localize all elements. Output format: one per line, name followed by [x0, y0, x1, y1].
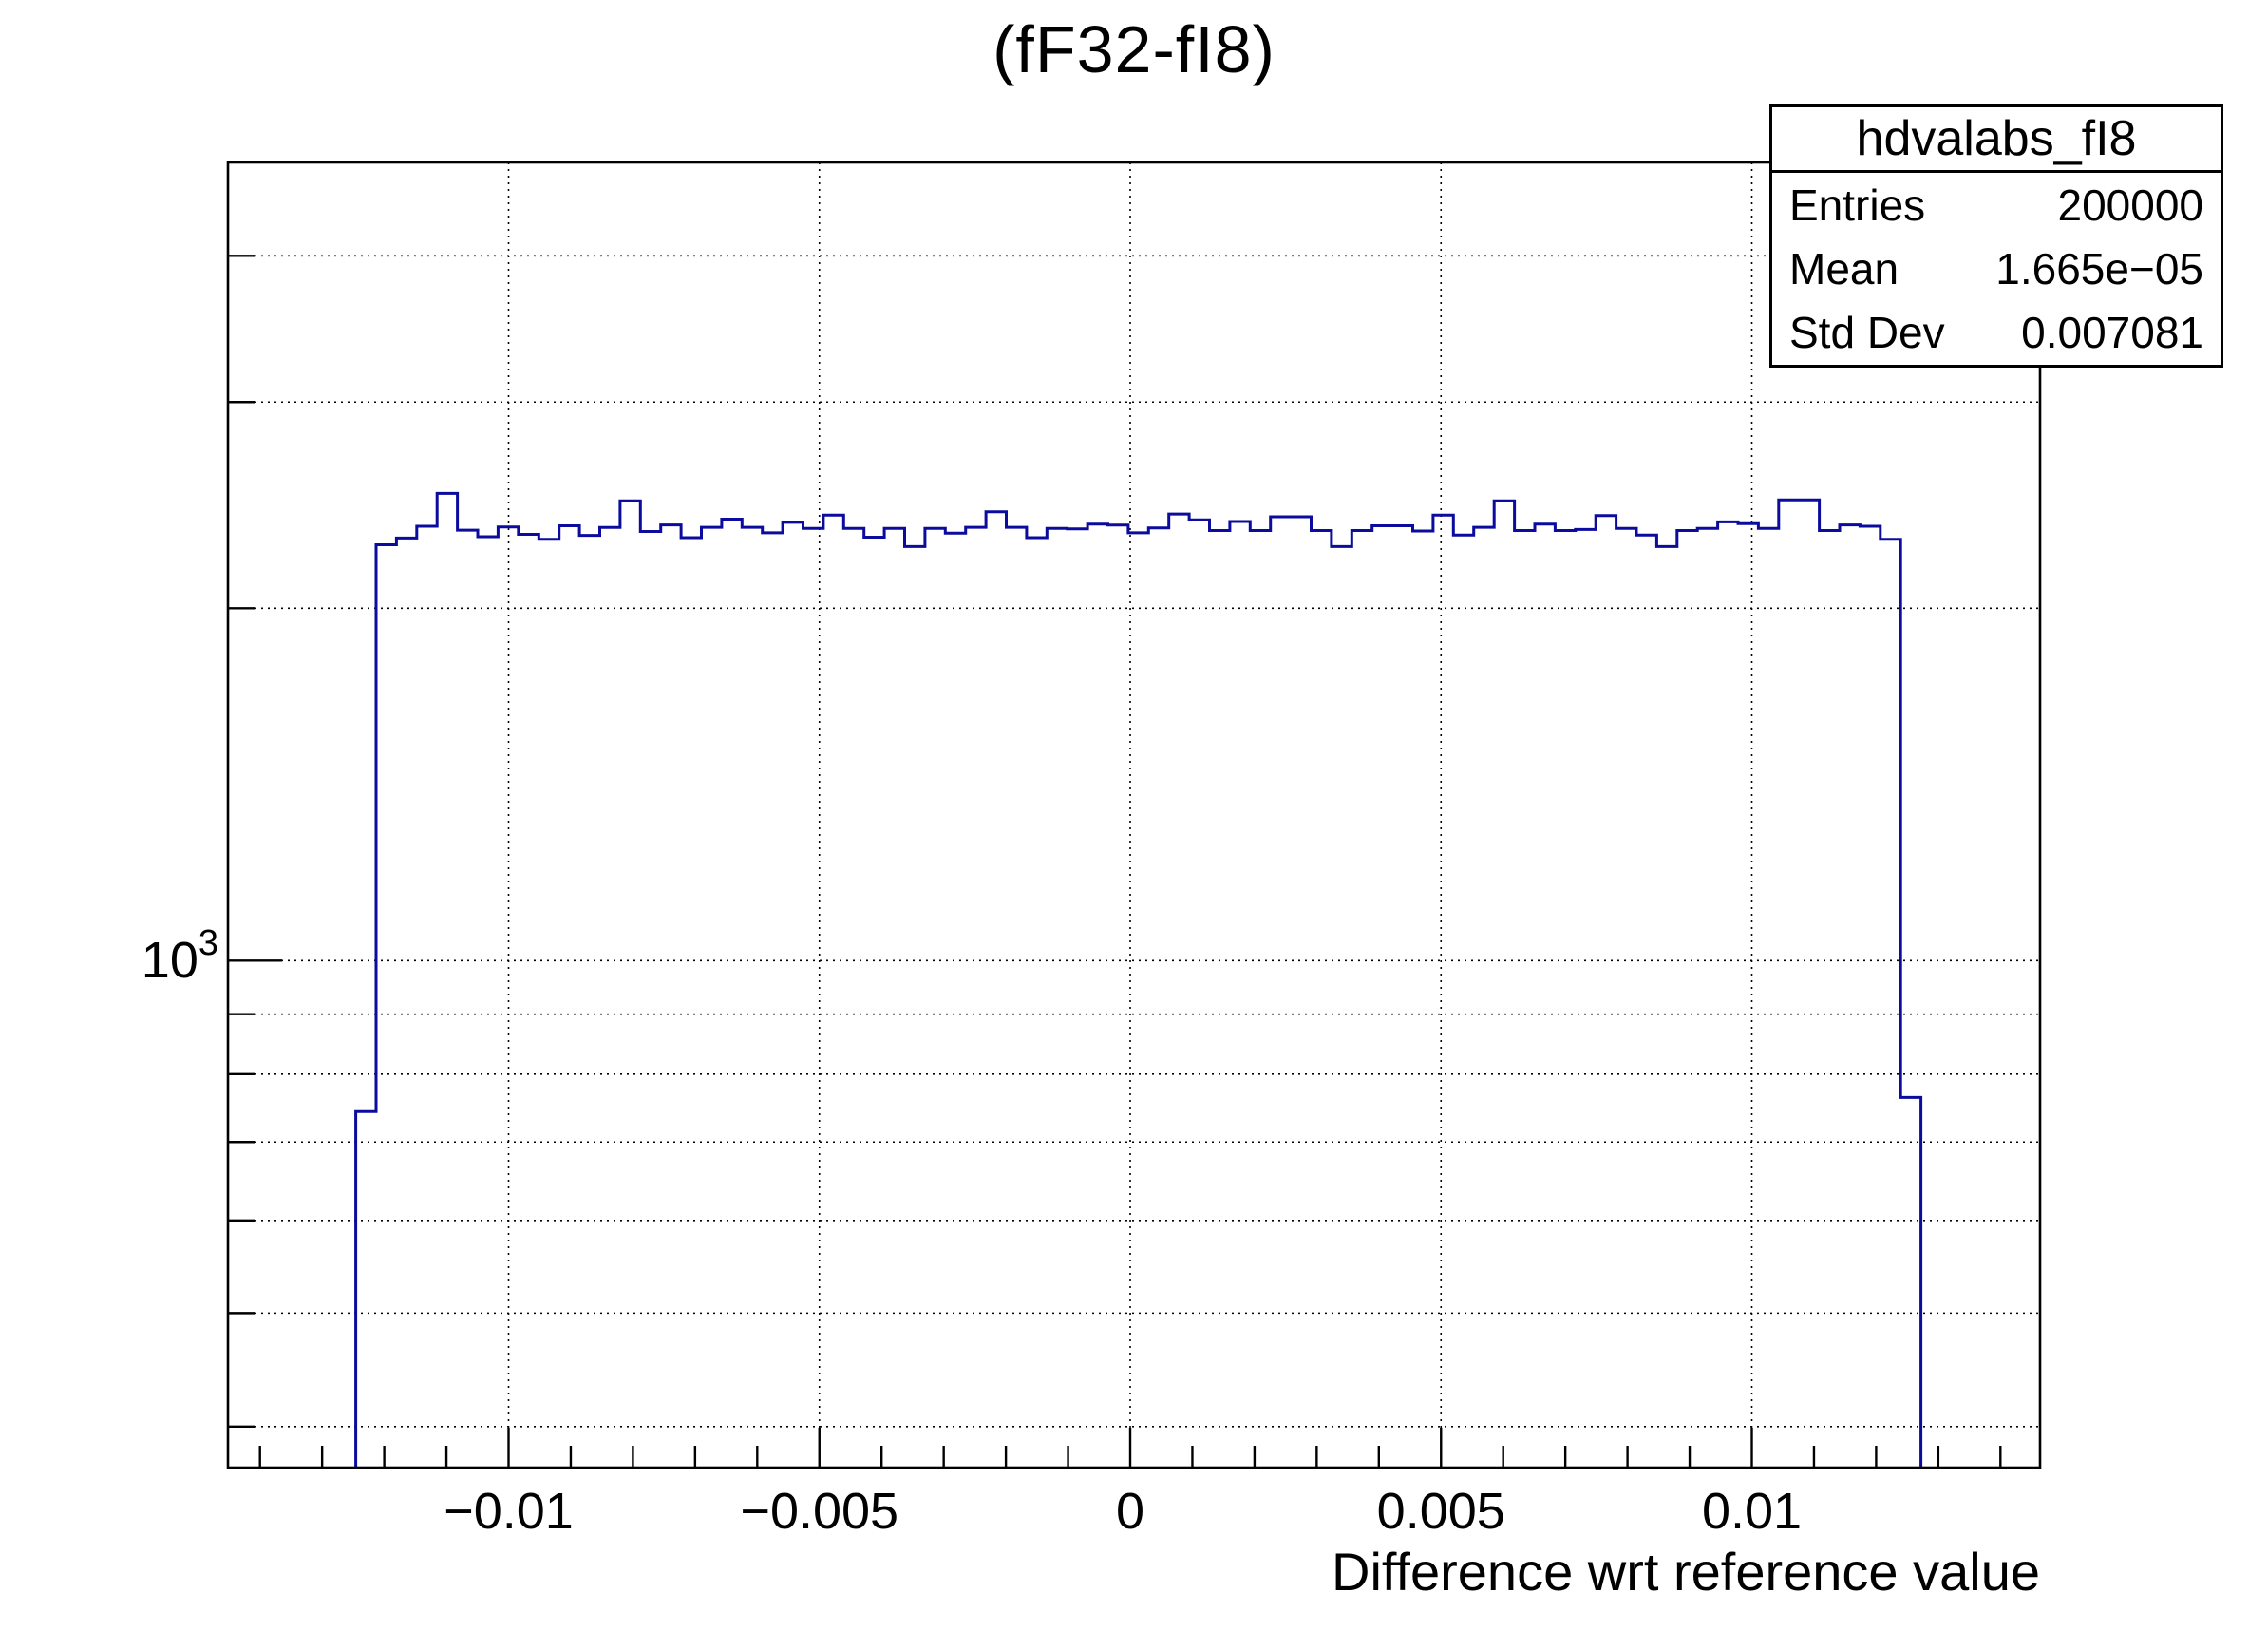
stats-entries-label: Entries [1789, 180, 1926, 230]
stats-entries-value: 200000 [2057, 180, 2204, 230]
x-tick-label: 0 [1115, 1483, 1145, 1540]
stats-stddev-label: Std Dev [1789, 307, 1945, 357]
stats-box: hdvalabs_fI8 Entries 200000 Mean 1.665e−… [1769, 104, 2223, 368]
plot-title: (fF32-fI8) [992, 12, 1276, 86]
stats-row-entries: Entries 200000 [1772, 173, 2221, 237]
histogram-line [354, 491, 1923, 1468]
stats-row-mean: Mean 1.665e−05 [1772, 237, 2221, 300]
stats-stddev-value: 0.007081 [2021, 307, 2203, 357]
x-tick-label: 0.005 [1376, 1483, 1505, 1540]
x-tick-label: 0.01 [1701, 1483, 1803, 1540]
x-tick-label: −0.005 [740, 1483, 899, 1540]
y-tick-exponent: 3 [198, 923, 218, 963]
stats-mean-label: Mean [1789, 243, 1899, 294]
x-tick-label: −0.01 [444, 1483, 574, 1540]
stats-mean-value: 1.665e−05 [1995, 243, 2203, 294]
plot-frame [226, 161, 2042, 1469]
y-tick-base: 10 [141, 932, 198, 989]
stats-box-title: hdvalabs_fI8 [1772, 107, 2221, 173]
y-axis-tick-label: 103 [57, 923, 218, 990]
x-axis-title: Difference wrt reference value [1332, 1542, 2040, 1602]
stats-row-stddev: Std Dev 0.007081 [1772, 300, 2221, 364]
